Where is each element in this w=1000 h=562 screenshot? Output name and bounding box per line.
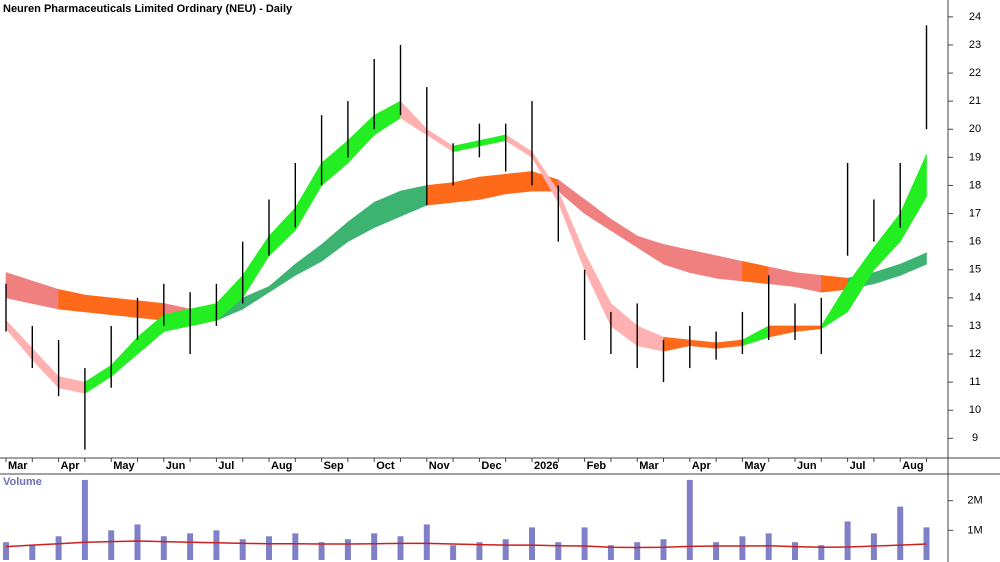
x-tick-label: May [744, 460, 766, 472]
y-tick-label: 14 [969, 292, 981, 304]
volume-bar [713, 542, 720, 560]
chart-title: Neuren Pharmaceuticals Limited Ordinary … [3, 3, 293, 15]
x-tick-label: Aug [902, 460, 923, 472]
volume-bar [686, 479, 693, 560]
volume-bar [476, 542, 483, 560]
x-tick-label: Apr [692, 460, 712, 472]
y-tick-label: 11 [969, 376, 980, 388]
y-tick-label: 9 [972, 432, 978, 444]
y-tick-label: 16 [969, 236, 981, 248]
x-tick-label: Mar [639, 460, 659, 472]
y-tick-label: 17 [969, 207, 981, 219]
volume-bar [29, 545, 36, 560]
y-tick-label: 20 [969, 123, 981, 135]
volume-bar [160, 536, 167, 560]
x-tick-label: Jul [218, 460, 234, 472]
volume-bar [634, 542, 641, 560]
x-tick-label: Apr [61, 460, 81, 472]
slow-band [137, 300, 165, 321]
x-tick-label: Mar [8, 460, 28, 472]
slow-band [426, 182, 454, 206]
volume-bar [423, 524, 430, 560]
y-tick-label: 22 [969, 67, 981, 79]
volume-bar [81, 479, 88, 560]
volume-bar [318, 542, 325, 560]
y-tick-label: 24 [969, 11, 981, 23]
y-tick-label: 1M [967, 524, 982, 536]
x-tick-label: Jun [797, 460, 817, 472]
slow-band [110, 297, 138, 318]
volume-bar [292, 533, 299, 560]
volume-bar [3, 542, 9, 560]
y-tick-label: 10 [969, 404, 981, 416]
y-tick-label: 18 [969, 179, 981, 191]
x-tick-label: Aug [271, 460, 292, 472]
volume-bar [792, 542, 798, 560]
x-tick-label: Sep [324, 460, 344, 472]
y-tick-label: 2M [967, 495, 982, 507]
volume-bar [213, 530, 220, 560]
x-tick-label: May [113, 460, 135, 472]
x-tick-label: Jul [850, 460, 866, 472]
fast-band [899, 154, 927, 243]
volume-bar [371, 533, 378, 560]
volume-bar [108, 530, 115, 560]
volume-bar [55, 536, 62, 560]
volume-average [5, 540, 927, 549]
volume-bar [187, 533, 194, 560]
y-tick-label: 13 [969, 320, 981, 332]
volume-bar [450, 545, 457, 560]
x-tick-label: Nov [429, 460, 451, 472]
volume-bar [134, 524, 141, 560]
x-tick-label: Feb [587, 460, 607, 472]
x-tick-label: 2026 [534, 460, 558, 472]
volume-bar [502, 539, 509, 560]
x-tick-label: Dec [481, 460, 501, 472]
volume-bar [660, 539, 667, 560]
x-tick-label: Jun [166, 460, 186, 472]
y-tick-label: 23 [969, 39, 981, 51]
y-tick-label: 15 [969, 264, 981, 276]
volume-title: Volume [3, 476, 42, 488]
y-tick-label: 19 [969, 151, 981, 163]
x-tick-label: Oct [376, 460, 395, 472]
volume-bar [765, 533, 772, 560]
volume-bar [344, 539, 351, 560]
volume-bar [844, 521, 851, 560]
y-tick-label: 12 [969, 348, 981, 360]
volume-bar [529, 527, 535, 560]
y-tick-label: 21 [969, 95, 981, 107]
volume-bar [239, 539, 246, 560]
volume-bar [923, 527, 930, 560]
volume-bar [397, 536, 404, 560]
slow-band [899, 252, 927, 276]
volume-bar [897, 506, 904, 560]
volume-bar [266, 536, 272, 560]
volume-bar [607, 545, 614, 560]
volume-bar [555, 542, 562, 560]
volume-bar [818, 545, 825, 560]
volume-bar [739, 536, 746, 560]
slow-band [505, 171, 533, 195]
slow-band [84, 294, 112, 316]
volume-bar [581, 527, 588, 560]
